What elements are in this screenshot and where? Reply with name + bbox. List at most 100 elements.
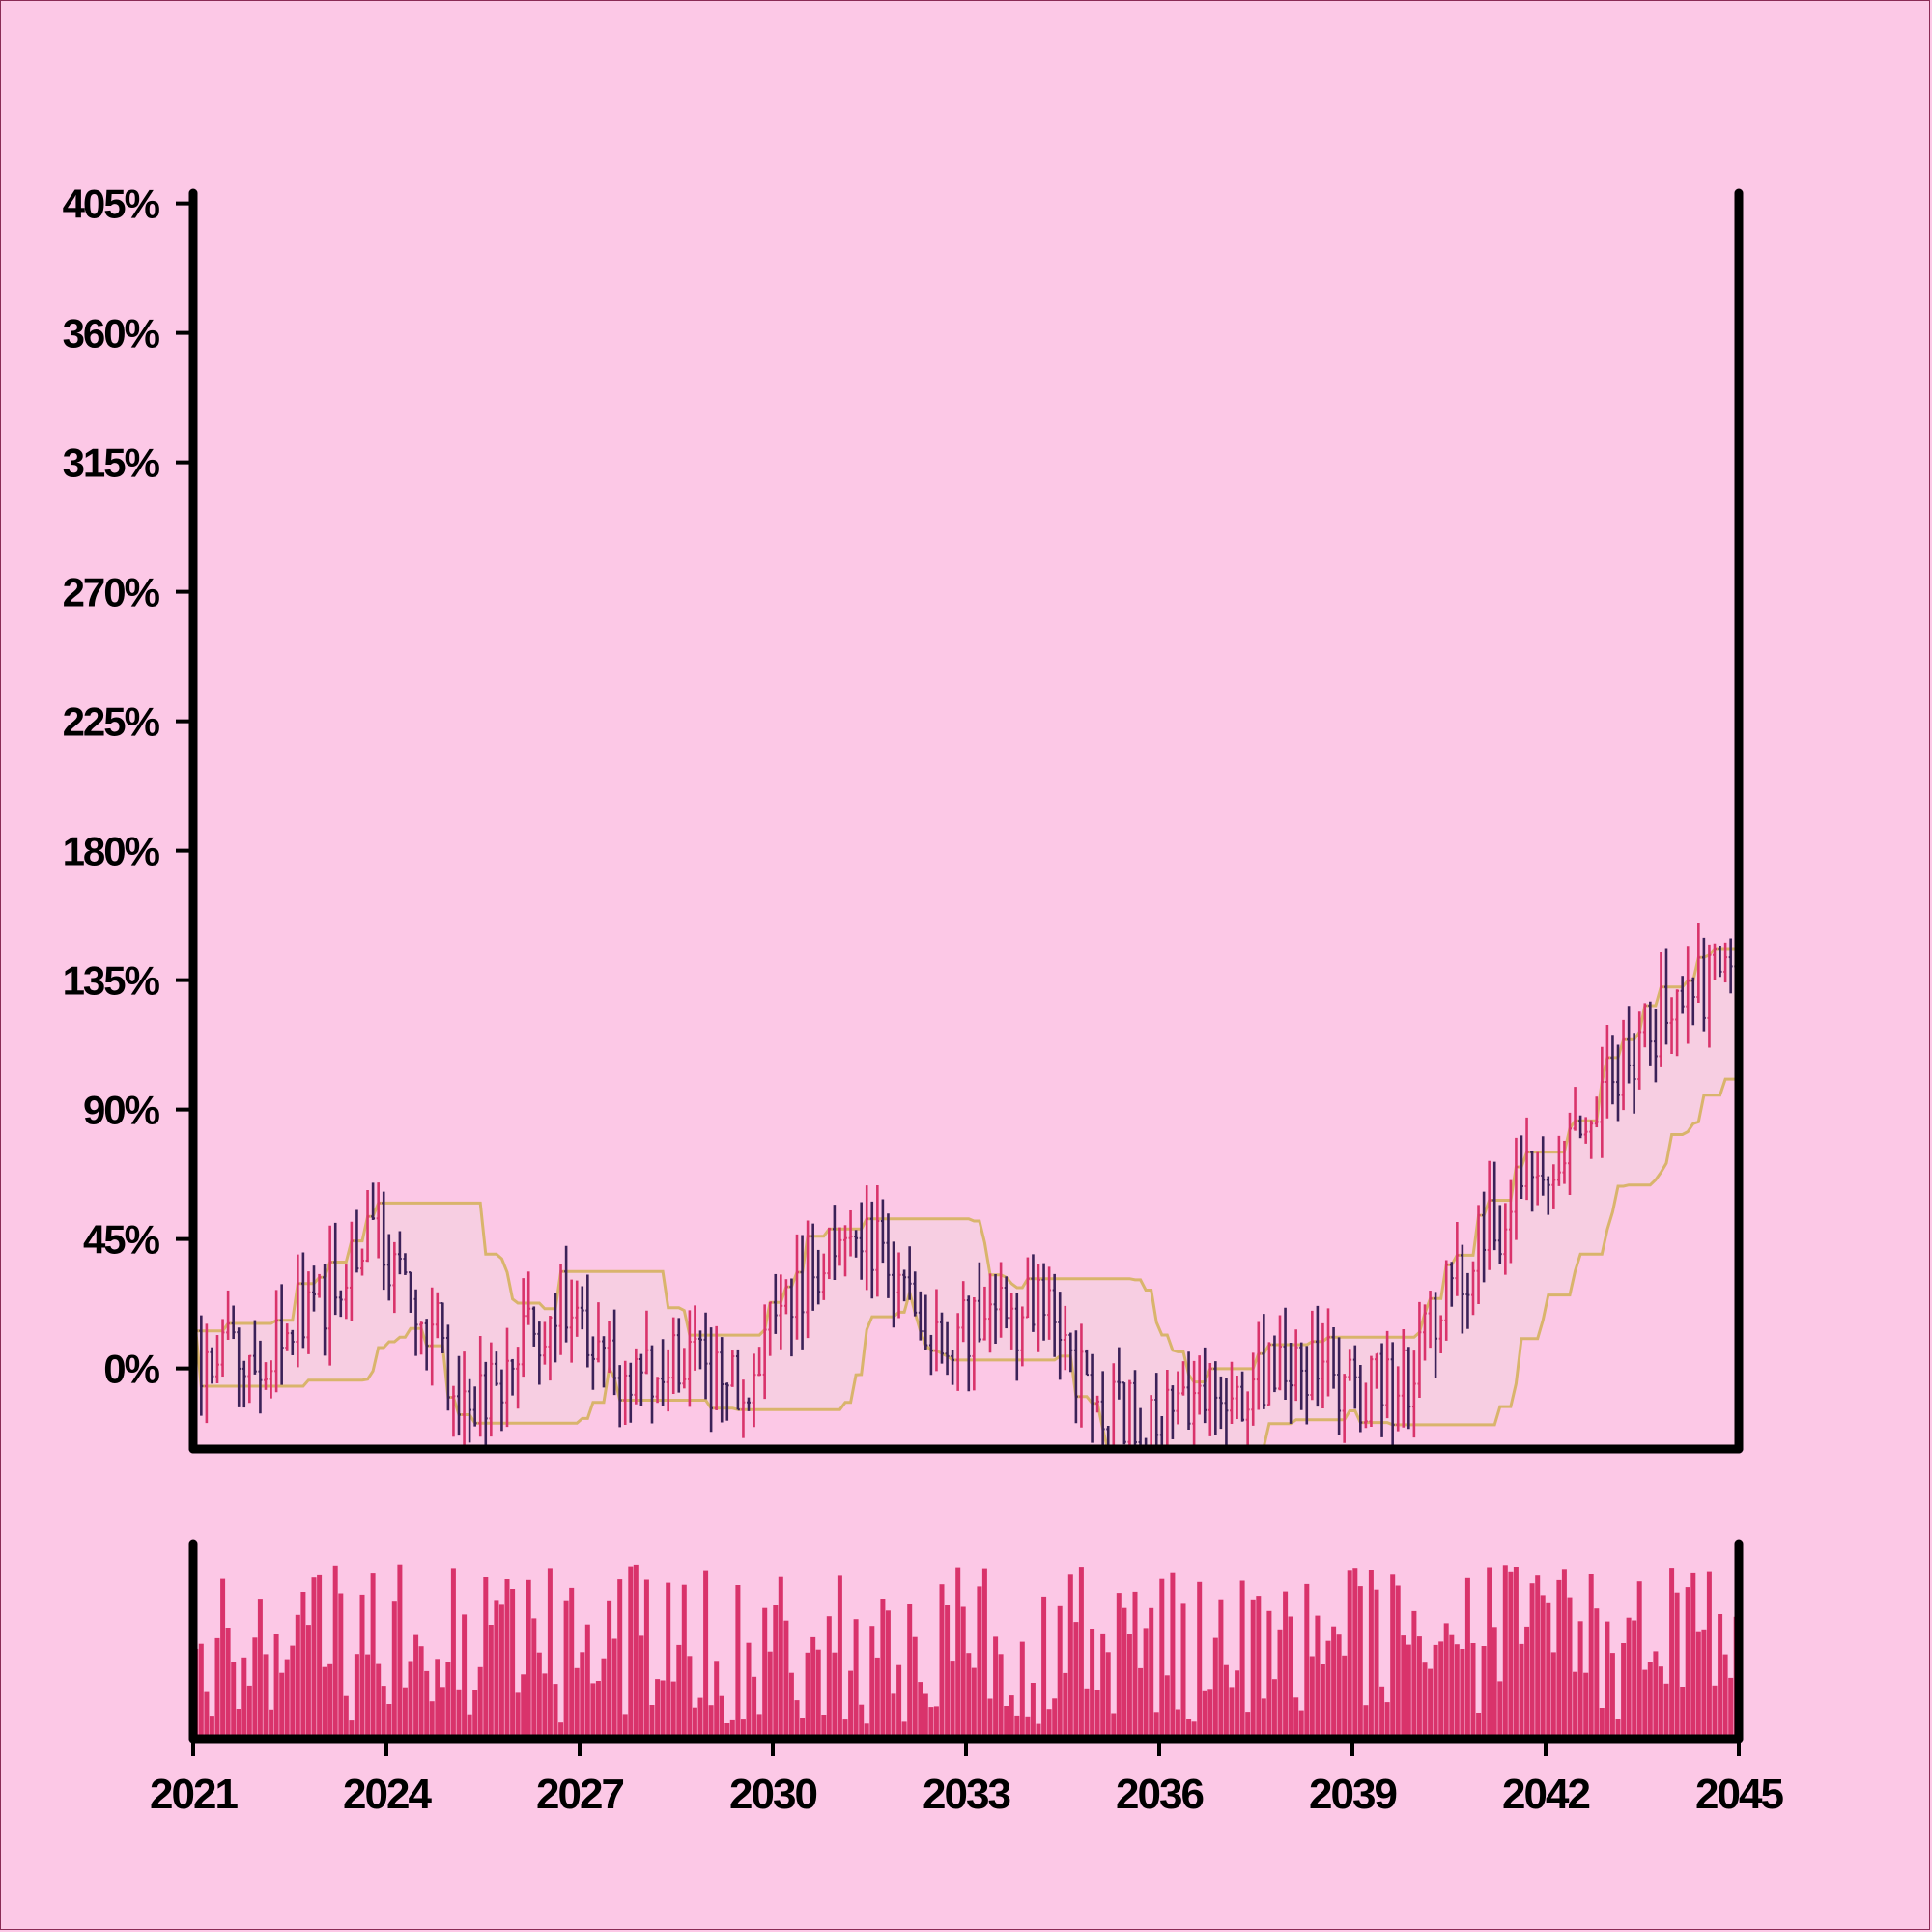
volume-bar bbox=[569, 1587, 575, 1737]
ohlc-bar bbox=[1605, 1025, 1609, 1119]
ohlc-bar bbox=[445, 1324, 450, 1411]
volume-bar bbox=[998, 1654, 1004, 1737]
volume-bar bbox=[209, 1716, 214, 1737]
ohlc-bar bbox=[360, 1248, 364, 1276]
y-tick-label: 180% bbox=[63, 829, 160, 874]
volume-bar bbox=[939, 1584, 945, 1737]
ohlc-bar bbox=[290, 1329, 295, 1355]
volume-bar bbox=[456, 1689, 462, 1737]
ohlc-bar bbox=[843, 1225, 847, 1277]
volume-bar bbox=[1438, 1641, 1444, 1737]
ohlc-bar bbox=[918, 1291, 923, 1341]
volume-bar bbox=[418, 1646, 424, 1737]
volume-bar bbox=[1540, 1595, 1546, 1737]
volume-bar bbox=[987, 1698, 993, 1737]
ohlc-bar bbox=[869, 1201, 874, 1299]
ohlc-bar bbox=[1208, 1362, 1212, 1436]
volume-bar bbox=[1261, 1698, 1266, 1737]
volume-bar bbox=[907, 1604, 913, 1737]
volume-bar bbox=[435, 1659, 440, 1737]
y-tick-label: 135% bbox=[63, 958, 160, 1004]
volume-bar bbox=[666, 1582, 671, 1737]
ohlc-bar bbox=[1680, 976, 1685, 1014]
volume-bar bbox=[1191, 1721, 1197, 1737]
ohlc-bar bbox=[1616, 1044, 1620, 1122]
volume-bar bbox=[950, 1661, 955, 1737]
ohlc-bar bbox=[1203, 1347, 1208, 1424]
ohlc-bar bbox=[365, 1189, 370, 1263]
ohlc-bar bbox=[1600, 1046, 1605, 1158]
volume-bar bbox=[767, 1651, 773, 1737]
ohlc-bar bbox=[607, 1320, 611, 1374]
volume-bar bbox=[1111, 1713, 1117, 1737]
ohlc-bar bbox=[1240, 1371, 1245, 1422]
ohlc-bar bbox=[951, 1350, 955, 1385]
volume-bar bbox=[1186, 1719, 1192, 1737]
volume-bar bbox=[273, 1634, 279, 1737]
volume-bar bbox=[1384, 1702, 1390, 1737]
volume-bar bbox=[391, 1601, 397, 1737]
ohlc-bar bbox=[468, 1378, 472, 1443]
volume-bar bbox=[1368, 1570, 1374, 1737]
ohlc-bar bbox=[1417, 1301, 1422, 1399]
ohlc-bar bbox=[1213, 1361, 1218, 1435]
volume-bar bbox=[859, 1704, 865, 1737]
volume-bar bbox=[687, 1656, 693, 1737]
volume-bar bbox=[1245, 1712, 1251, 1737]
ohlc-bar bbox=[462, 1351, 467, 1447]
volume-bar bbox=[1556, 1579, 1562, 1737]
ohlc-bar bbox=[338, 1290, 343, 1318]
volume-bar bbox=[853, 1619, 859, 1737]
volume-bar bbox=[1642, 1669, 1648, 1737]
volume-bar bbox=[1653, 1651, 1659, 1737]
volume-bar bbox=[681, 1584, 687, 1737]
ohlc-bar bbox=[1230, 1361, 1234, 1424]
ohlc-bar bbox=[580, 1286, 584, 1330]
ohlc-bar bbox=[1487, 1160, 1492, 1270]
volume-bar bbox=[1078, 1567, 1084, 1737]
ohlc-bar bbox=[585, 1274, 590, 1368]
ohlc-bar bbox=[768, 1301, 773, 1356]
ohlc-bar bbox=[1520, 1135, 1523, 1200]
volume-bar bbox=[1443, 1623, 1449, 1737]
volume-bar bbox=[1428, 1668, 1434, 1737]
ohlc-bar bbox=[435, 1292, 440, 1339]
volume-bar bbox=[1722, 1654, 1728, 1737]
ohlc-bar bbox=[913, 1271, 918, 1317]
volume-bar bbox=[1449, 1634, 1455, 1737]
ohlc-bar bbox=[880, 1199, 885, 1264]
volume-bar bbox=[504, 1579, 510, 1737]
ohlc-bar bbox=[1610, 1035, 1615, 1105]
volume-bar bbox=[676, 1644, 682, 1737]
ohlc-bar bbox=[682, 1348, 687, 1389]
ohlc-bar bbox=[1363, 1382, 1368, 1429]
ohlc-bar bbox=[1004, 1276, 1009, 1329]
ohlc-bar bbox=[1675, 989, 1680, 1057]
volume-bar bbox=[204, 1691, 210, 1737]
y-tick-label: 225% bbox=[63, 699, 160, 745]
ohlc-bar bbox=[548, 1316, 553, 1381]
volume-bar bbox=[574, 1667, 580, 1737]
volume-bar bbox=[1454, 1644, 1460, 1737]
volume-bar bbox=[977, 1586, 982, 1737]
axes bbox=[188, 188, 1744, 1744]
volume-bar bbox=[376, 1663, 382, 1737]
ohlc-bar bbox=[1073, 1330, 1078, 1424]
volume-bar bbox=[295, 1614, 300, 1737]
volume-bar bbox=[800, 1718, 806, 1737]
volume-bar bbox=[1680, 1687, 1686, 1737]
volume-bar bbox=[467, 1714, 472, 1737]
ohlc-bars bbox=[193, 923, 1739, 1449]
ohlc-bar bbox=[1438, 1315, 1443, 1354]
ohlc-bar bbox=[1594, 1096, 1599, 1128]
x-tick-label: 2024 bbox=[343, 1771, 432, 1818]
volume-bar bbox=[1460, 1649, 1465, 1737]
ohlc-bar bbox=[1434, 1292, 1438, 1378]
volume-bar bbox=[542, 1673, 548, 1737]
volume-bar bbox=[1325, 1640, 1331, 1737]
ohlc-bar bbox=[661, 1339, 666, 1406]
volume-bar bbox=[242, 1657, 247, 1737]
ohlc-bar bbox=[1348, 1349, 1352, 1381]
volume-bar bbox=[842, 1719, 848, 1737]
ohlc-bar bbox=[773, 1273, 778, 1334]
